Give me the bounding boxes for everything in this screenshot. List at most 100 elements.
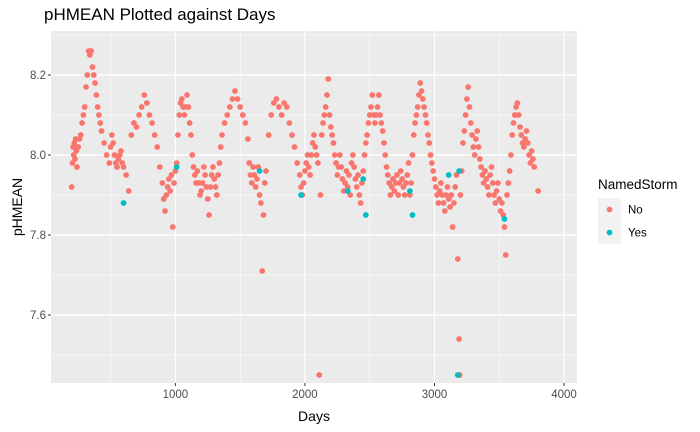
data-point [103, 152, 110, 158]
data-point [254, 176, 260, 182]
data-point [312, 144, 319, 150]
legend-title: NamedStorm [598, 177, 678, 192]
y-tick-label: 8.0 [30, 150, 46, 162]
legend-symbol [606, 206, 613, 213]
data-point [488, 164, 495, 170]
data-point [128, 132, 135, 138]
data-point [246, 160, 253, 166]
data-point [206, 212, 212, 218]
data-point [143, 100, 150, 106]
data-point [283, 104, 290, 110]
data-point [256, 192, 263, 198]
data-point [98, 128, 105, 134]
data-point [412, 120, 418, 126]
data-point [186, 120, 193, 126]
data-point [75, 144, 82, 150]
data-point [466, 104, 473, 110]
data-point [426, 140, 433, 146]
data-point [471, 152, 478, 158]
legend-symbol [606, 229, 613, 236]
data-point [452, 184, 459, 190]
data-point [175, 132, 181, 138]
data-point [74, 164, 80, 170]
data-point [331, 152, 338, 158]
data-point [462, 112, 469, 118]
x-axis-title: Days [298, 408, 330, 424]
data-point [361, 152, 368, 158]
data-point [200, 164, 207, 170]
data-point [92, 80, 98, 86]
data-point [168, 172, 175, 178]
data-point [495, 180, 501, 186]
data-point [173, 164, 180, 170]
data-point [211, 176, 218, 182]
data-point [125, 188, 132, 194]
data-point [190, 164, 197, 170]
data-point [311, 132, 317, 138]
data-point [194, 168, 201, 174]
data-point [80, 112, 87, 118]
major-gridlines [51, 31, 577, 383]
data-point [138, 104, 145, 110]
data-point [492, 200, 499, 206]
data-point [154, 144, 161, 150]
data-point [421, 104, 428, 110]
data-point [215, 172, 222, 178]
y-tick-label: 8.2 [30, 70, 46, 82]
data-point [248, 180, 255, 186]
data-point [414, 104, 421, 110]
data-point [173, 160, 180, 166]
data-point [90, 72, 97, 78]
data-point [454, 372, 461, 378]
data-point [162, 208, 168, 214]
data-point [502, 252, 509, 258]
data-point [321, 112, 328, 118]
data-point [473, 136, 479, 142]
data-point [413, 112, 420, 118]
data-point [431, 176, 438, 182]
data-point [362, 212, 369, 218]
data-point [217, 144, 224, 150]
data-point [360, 168, 367, 174]
data-point [111, 152, 118, 158]
data-point [72, 156, 78, 162]
data-point [531, 164, 538, 170]
data-point [383, 164, 390, 170]
data-point [418, 88, 425, 94]
data-point [470, 144, 477, 150]
data-point [344, 188, 351, 194]
data-point [84, 72, 91, 78]
data-point [467, 120, 474, 126]
data-point [368, 104, 374, 110]
data-point [329, 132, 336, 138]
x-axis-ticks: 1000 2000 3000 4000 [163, 383, 577, 401]
data-point [391, 188, 398, 194]
data-point [257, 200, 264, 206]
y-tick-label: 7.8 [30, 230, 46, 242]
data-point [101, 140, 108, 146]
data-point [300, 180, 307, 186]
data-point [245, 136, 251, 142]
data-point [505, 180, 512, 186]
data-point [141, 92, 148, 98]
data-point [81, 104, 88, 110]
data-point [259, 268, 266, 274]
data-point [291, 144, 298, 150]
data-point [234, 96, 241, 102]
data-point [508, 152, 514, 158]
data-point [184, 92, 190, 98]
data-point [325, 76, 332, 82]
data-point [409, 152, 416, 158]
data-point [423, 120, 430, 126]
data-point [334, 172, 341, 178]
data-point [159, 180, 166, 186]
data-point [120, 200, 127, 206]
data-point [457, 192, 464, 198]
data-point [326, 112, 333, 118]
data-point [149, 120, 155, 126]
data-point [517, 124, 523, 130]
data-point [199, 180, 206, 186]
data-point [317, 192, 324, 198]
data-point [163, 192, 170, 198]
data-point [504, 192, 510, 198]
